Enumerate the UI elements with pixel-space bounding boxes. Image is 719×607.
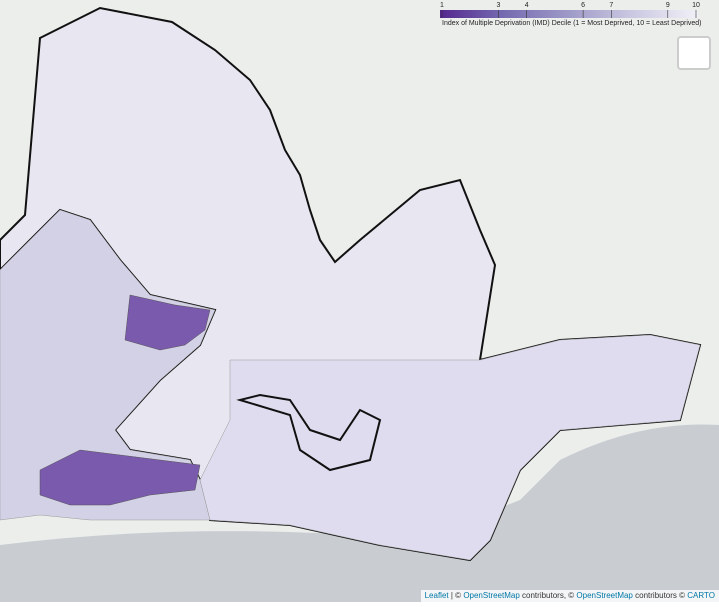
area-decile-low <box>39 449 201 506</box>
legend-title: Index of Multiple Deprivation (IMD) Deci… <box>442 20 702 27</box>
attribution-text: contributors © <box>635 591 686 600</box>
legend-bar <box>440 10 698 18</box>
south-area <box>199 334 701 561</box>
attribution-text: | © <box>450 591 462 600</box>
legend-tick-label: 1 <box>440 2 444 9</box>
carto-link[interactable]: CARTO <box>687 591 715 600</box>
layers-control[interactable] <box>677 36 711 70</box>
river <box>236 393 382 472</box>
legend-tick-label: 9 <box>666 2 670 9</box>
osm-link[interactable]: OpenStreetMap <box>576 591 633 600</box>
legend-tick-label: 4 <box>525 2 529 9</box>
attribution-text: contributors, © <box>522 591 575 600</box>
legend-tick-label: 7 <box>609 2 613 9</box>
area-decile-low <box>124 294 211 351</box>
attribution: Leaflet | © OpenStreetMap contributors, … <box>420 590 719 602</box>
west-area <box>0 209 216 521</box>
legend-tick-label: 3 <box>496 2 500 9</box>
legend-tick-label: 6 <box>581 2 585 9</box>
legend-tick-label: 10 <box>692 2 700 9</box>
osm-link[interactable]: OpenStreetMap <box>463 591 520 600</box>
sea <box>0 424 719 602</box>
leaflet-link[interactable]: Leaflet <box>424 591 449 600</box>
